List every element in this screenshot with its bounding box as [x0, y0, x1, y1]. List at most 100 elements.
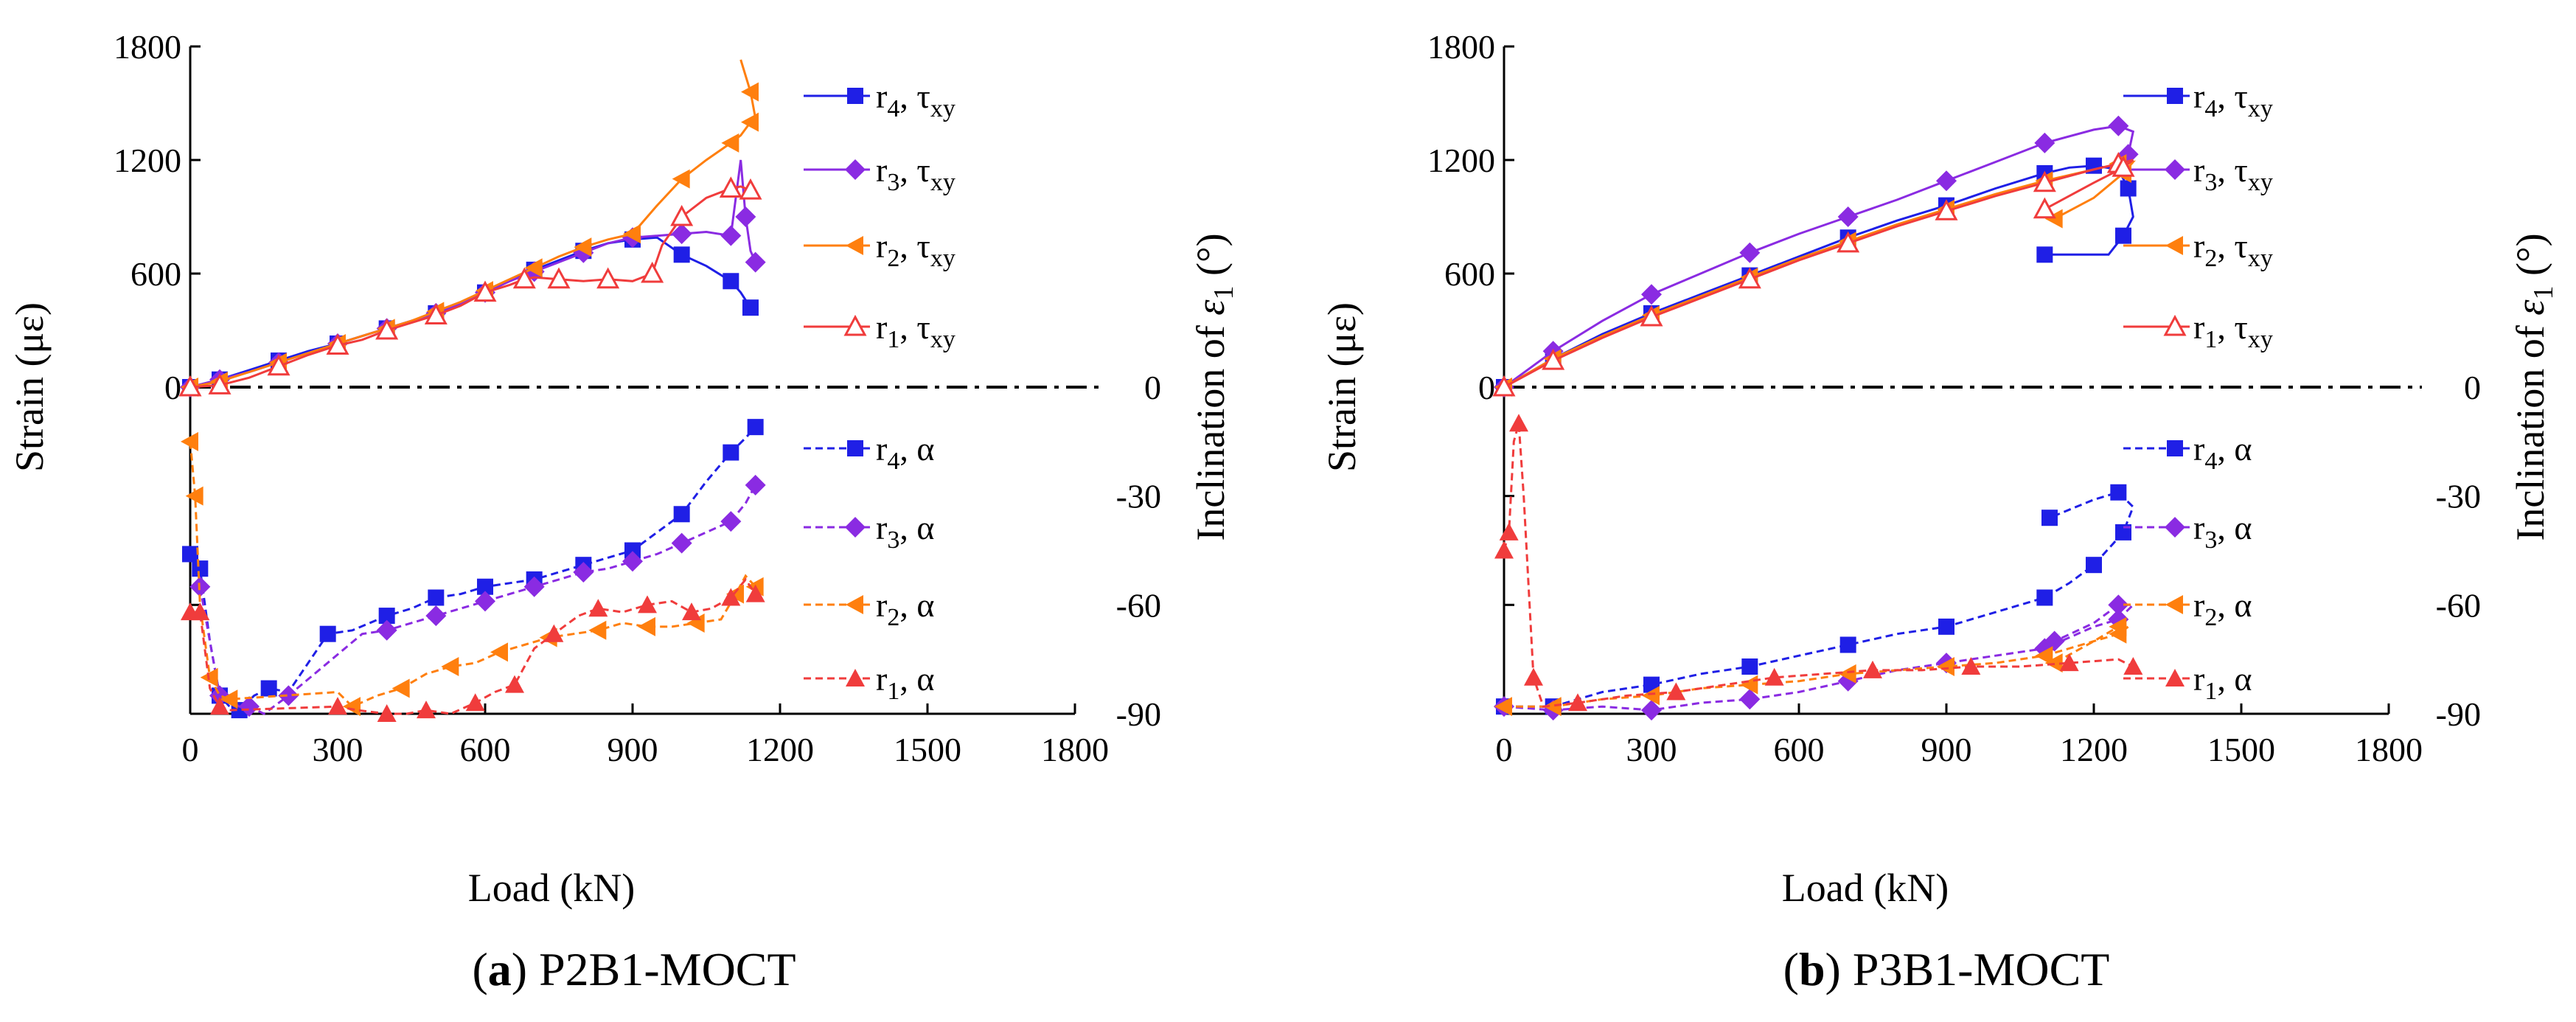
x-tick-label: 0	[182, 731, 199, 768]
y-right-tick-label: -90	[1116, 695, 1161, 733]
legend-label-main: r	[2193, 308, 2204, 346]
series-marker	[686, 613, 705, 633]
legend-label-sub: 2	[887, 604, 899, 631]
y-axis-right-label-suffix: (°)	[1188, 233, 1233, 285]
series-marker	[1642, 686, 1660, 706]
legend-label: r3, τxy	[2193, 151, 2273, 196]
panel-caption: (b) P3B1-MOCT	[1783, 943, 2110, 995]
legend-label-sep: , α	[2217, 586, 2252, 624]
legend-label-sep: , α	[899, 586, 934, 624]
y-axis-right-label: Inclination of ε1 (°)	[2508, 233, 2559, 540]
series-marker	[524, 258, 543, 278]
y-right-tick-label: -30	[2436, 478, 2481, 515]
y-right-tick-label: -60	[2436, 586, 2481, 624]
series-marker	[2044, 630, 2065, 652]
legend-item: r4, τxy	[804, 77, 955, 122]
series-line	[189, 426, 756, 712]
series-marker	[375, 318, 399, 340]
legend-marker	[2165, 517, 2185, 538]
y-axis-right-label-symbol: ε	[1188, 299, 1233, 316]
legend-label-sub: 3	[2204, 526, 2217, 554]
y-left-tick-label: 600	[130, 255, 181, 293]
y-left-tick-label: 1200	[114, 142, 181, 179]
x-tick-label: 1800	[2355, 731, 2423, 768]
series-marker	[190, 602, 210, 621]
y-left-tick-label: 1200	[1427, 142, 1495, 179]
series-marker	[328, 697, 347, 715]
legend-label-sub2: xy	[2248, 245, 2273, 272]
series-marker	[326, 333, 349, 355]
legend-label: r1, τxy	[2193, 308, 2273, 353]
series-marker	[208, 373, 232, 394]
legend-label-main: r	[876, 586, 887, 624]
x-tick-label: 600	[1774, 731, 1825, 768]
legend-item: r1, α	[2123, 660, 2252, 705]
series-3	[178, 176, 762, 397]
series-marker	[1542, 348, 1565, 370]
y-axis-right-label-symbol: ε	[2508, 299, 2552, 316]
y-axis-right-label-sub: 1	[1208, 285, 1239, 299]
series-marker	[670, 204, 694, 226]
series-marker	[2033, 197, 2056, 219]
x-tick-label: 1200	[2060, 731, 2128, 768]
series-marker	[2034, 132, 2055, 153]
series-marker	[260, 680, 277, 697]
legend-item: r4, α	[2123, 430, 2252, 475]
legend-label-main: r	[2193, 227, 2204, 265]
legend-label-sub: 4	[887, 95, 899, 122]
legend-marker	[845, 159, 866, 180]
x-axis-label: Load (kN)	[1782, 866, 1949, 910]
legend-marker	[2165, 595, 2183, 614]
series-marker	[1937, 657, 1954, 677]
series-marker	[1499, 522, 1519, 540]
legend-item: r4, α	[804, 430, 934, 475]
series-marker	[745, 474, 766, 496]
legend-label: r3, τxy	[876, 151, 955, 196]
y-left-tick-label: 0	[1478, 369, 1495, 406]
series-marker	[2108, 115, 2129, 136]
series-marker	[2086, 557, 2102, 574]
series-marker	[1764, 667, 1784, 686]
legend-label-main: r	[2193, 509, 2204, 546]
chart-panel-b: 0 300 600 900 1200 1500 1800 0 600 1200 1800 0 -30 -6…	[1320, 28, 2559, 995]
y-right-tick-label: -90	[2436, 695, 2481, 733]
x-tick-label: 1500	[894, 731, 961, 768]
x-tick-label: 300	[1626, 731, 1677, 768]
legend-label-sep: , τ	[899, 151, 930, 189]
legend-label-main: r	[876, 77, 887, 115]
series-marker	[1494, 540, 1514, 559]
legend-label-sep: , τ	[899, 77, 930, 115]
legend-label: r2, α	[2193, 586, 2252, 631]
legend-label-sub: 2	[2204, 604, 2217, 631]
caption-text: P2B1-MOCT	[539, 943, 796, 995]
legend-label-main: r	[876, 308, 887, 346]
series-marker	[1739, 242, 1761, 263]
series-marker	[1936, 170, 1957, 192]
panel-caption: (a) P2B1-MOCT	[472, 943, 796, 995]
legend-label-sub: 4	[2204, 95, 2217, 122]
legend-label-main: r	[876, 227, 887, 265]
legend-item: r3, τxy	[2123, 151, 2273, 196]
series-marker	[1543, 697, 1562, 717]
series-marker	[741, 112, 759, 132]
legend-label-main: r	[2193, 660, 2204, 698]
legend-marker	[846, 595, 863, 614]
series-marker	[574, 237, 592, 257]
legend-label-main: r	[2193, 586, 2204, 624]
legend-item: r3, α	[2123, 509, 2252, 554]
legend-marker	[846, 669, 865, 686]
series-marker	[278, 685, 299, 706]
legend-label-sep: , τ	[2217, 227, 2248, 265]
series-marker	[588, 599, 608, 617]
series-marker	[1739, 689, 1761, 710]
y-axis-right-label-prefix: Inclination of	[2508, 316, 2552, 541]
series-marker	[2109, 616, 2127, 636]
legend-marker	[2165, 159, 2185, 180]
legend-item: r1, τxy	[2123, 308, 2273, 353]
chart-panel-a: 0 300 600 900 1200 1500 1800 0 600 1200 1800 0 -30 -6…	[7, 28, 1239, 995]
y-axis-left-label: Strain (με)	[1320, 302, 1364, 472]
y-axis-right-label-prefix: Inclination of	[1188, 316, 1233, 541]
series-marker	[181, 431, 198, 451]
series-5	[189, 474, 766, 717]
caption-letter: b	[1799, 943, 1825, 995]
